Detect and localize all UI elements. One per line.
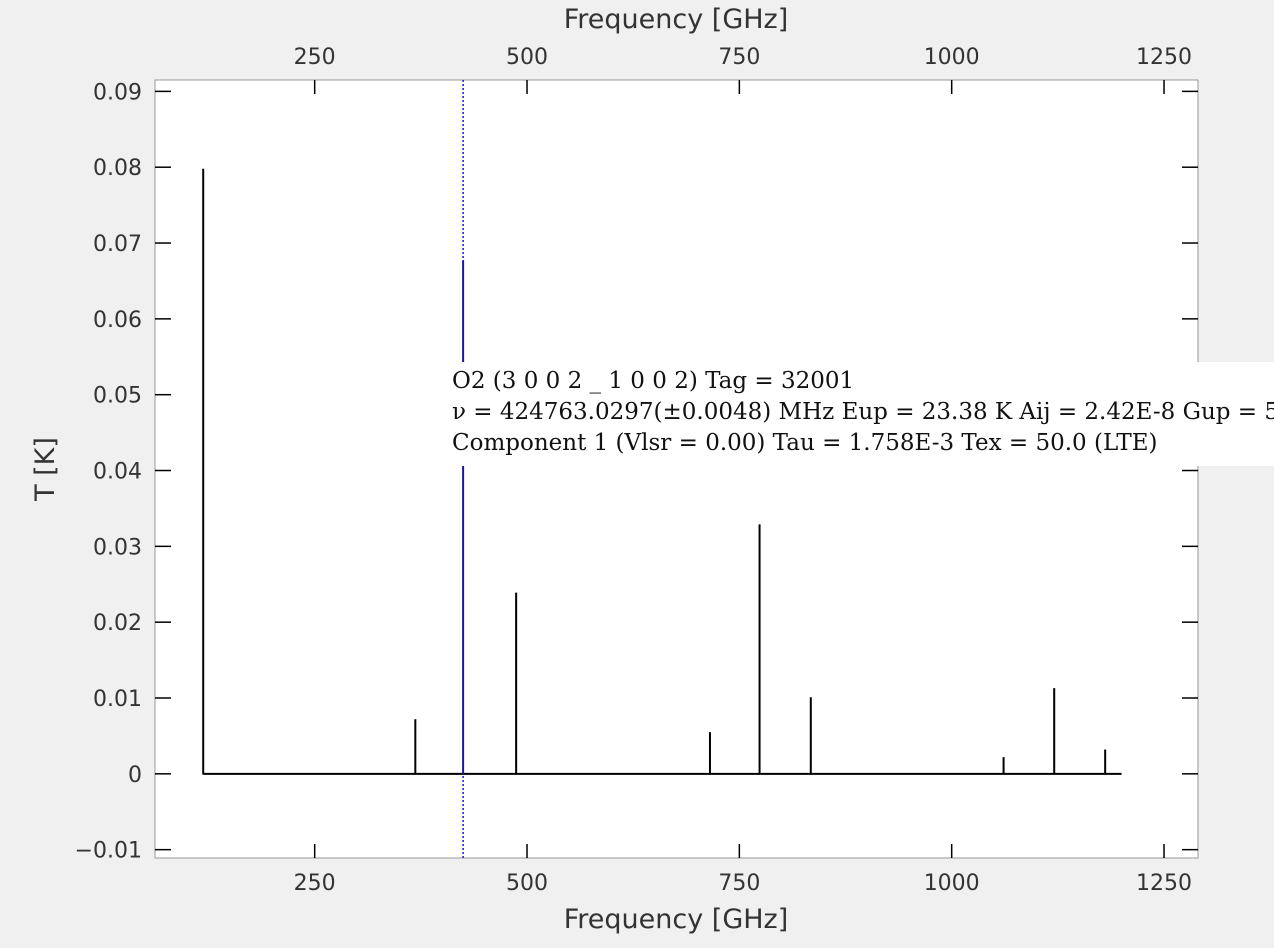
x-tick-label-bottom: 1000: [924, 871, 980, 896]
spectral-lines[interactable]: [202, 80, 1122, 858]
y-tick-label: 0.07: [93, 232, 142, 257]
axis-ticks: 250 250 500 500 750 750 1000 1000 1250 1250 0.09 0.…: [75, 45, 1198, 896]
y-tick-label: 0.03: [93, 535, 142, 560]
x-tick-label-top: 750: [718, 45, 760, 70]
x-tick-label-bottom: 500: [506, 871, 548, 896]
y-tick-label: 0.05: [93, 384, 142, 409]
y-tick-label: 0: [128, 763, 142, 788]
y-tick-label: 0.01: [93, 687, 142, 712]
tooltip-line-component: Component 1 (Vlsr = 0.00) Tau = 1.758E-3…: [452, 430, 1158, 456]
tooltip-line-species: O2 (3 0 0 2 _ 1 0 0 2) Tag = 32001: [452, 368, 855, 394]
y-tick-label: −0.01: [75, 839, 142, 864]
top-axis-title: Frequency [GHz]: [564, 4, 789, 35]
y-axis-title: T [K]: [30, 437, 61, 502]
y-tick-label: 0.06: [93, 308, 142, 333]
x-tick-label-bottom: 1250: [1136, 871, 1192, 896]
x-tick-label-bottom: 750: [718, 871, 760, 896]
x-tick-label-top: 250: [294, 45, 336, 70]
y-tick-label: 0.09: [93, 80, 142, 105]
y-tick-label: 0.04: [93, 460, 142, 485]
y-tick-label: 0.02: [93, 611, 142, 636]
line-info-tooltip: O2 (3 0 0 2 _ 1 0 0 2) Tag = 32001 ν = 4…: [446, 362, 1274, 466]
x-tick-label-top: 500: [506, 45, 548, 70]
plot-area: [154, 79, 1199, 859]
bottom-axis-title: Frequency [GHz]: [564, 904, 789, 935]
x-tick-label-top: 1000: [924, 45, 980, 70]
x-tick-label-bottom: 250: [294, 871, 336, 896]
x-tick-label-top: 1250: [1136, 45, 1192, 70]
y-tick-label: 0.08: [93, 156, 142, 181]
tooltip-line-frequency: ν = 424763.0297(±0.0048) MHz Eup = 23.38…: [452, 399, 1274, 425]
